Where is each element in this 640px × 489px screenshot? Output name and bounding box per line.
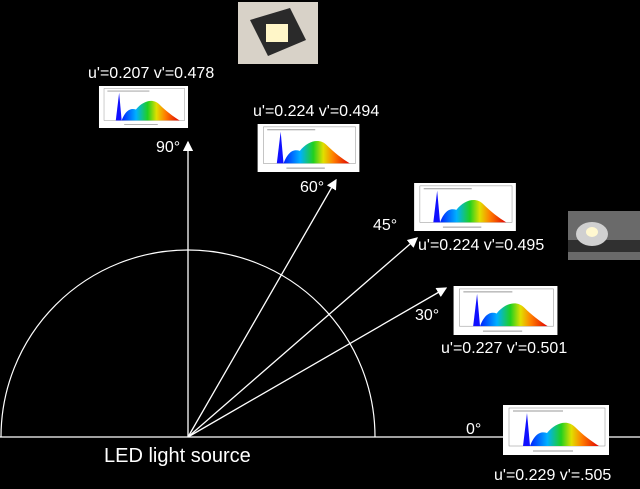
coords-label: u'=0.229 v'=.505 <box>494 467 611 484</box>
spectrum-60 <box>257 124 360 172</box>
coords-label: u'=0.224 v'=0.494 <box>253 103 379 120</box>
arrow-45 <box>187 237 418 438</box>
angle-label: 90° <box>156 139 180 156</box>
led-photo-top <box>238 2 318 64</box>
spectrum-30 <box>453 286 558 335</box>
arrows <box>182 140 448 438</box>
coords-label: u'=0.227 v'=0.501 <box>441 340 567 357</box>
angle-label: 60° <box>300 179 324 196</box>
angle-label: 0° <box>466 421 481 438</box>
spectrum-45 <box>413 183 517 231</box>
source-label: LED light source <box>104 445 251 467</box>
coords-label: u'=0.224 v'=0.495 <box>418 237 544 254</box>
arrow-60 <box>187 178 337 438</box>
angle-label: 45° <box>373 217 397 234</box>
arrow-30 <box>187 287 448 438</box>
spectrum-90 <box>98 86 189 128</box>
led-photo-side <box>568 211 640 260</box>
angle-label: 30° <box>415 307 439 324</box>
spectrum-0 <box>503 404 609 456</box>
coords-label: u'=0.207 v'=0.478 <box>88 65 214 82</box>
